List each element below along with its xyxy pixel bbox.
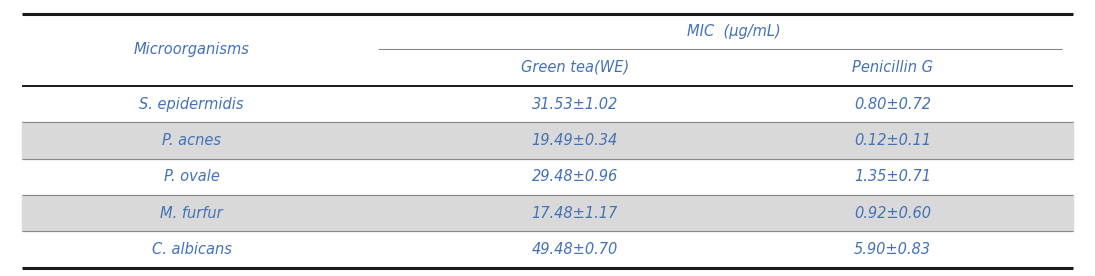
Text: P. acnes: P. acnes: [162, 133, 221, 148]
Bar: [22, 195, 1073, 231]
Text: Penicillin G: Penicillin G: [852, 60, 933, 75]
Text: 1.35±0.71: 1.35±0.71: [854, 169, 931, 184]
Text: M. furfur: M. furfur: [160, 206, 223, 221]
Text: 0.12±0.11: 0.12±0.11: [854, 133, 931, 148]
Text: Green tea(WE): Green tea(WE): [521, 60, 629, 75]
Bar: [22, 123, 1073, 159]
Text: 0.92±0.60: 0.92±0.60: [854, 206, 931, 221]
Text: 17.48±1.17: 17.48±1.17: [532, 206, 618, 221]
Text: S. epidermidis: S. epidermidis: [139, 97, 244, 112]
Text: 0.80±0.72: 0.80±0.72: [854, 97, 931, 112]
Text: Microorganisms: Microorganisms: [134, 43, 250, 57]
Text: MIC  (μg/mL): MIC (μg/mL): [687, 24, 781, 39]
Text: P. ovale: P. ovale: [163, 169, 220, 184]
Text: 29.48±0.96: 29.48±0.96: [532, 169, 618, 184]
Text: 5.90±0.83: 5.90±0.83: [854, 242, 931, 257]
Text: 19.49±0.34: 19.49±0.34: [532, 133, 618, 148]
Text: 49.48±0.70: 49.48±0.70: [532, 242, 618, 257]
Text: 31.53±1.02: 31.53±1.02: [532, 97, 618, 112]
Text: C. albicans: C. albicans: [152, 242, 231, 257]
